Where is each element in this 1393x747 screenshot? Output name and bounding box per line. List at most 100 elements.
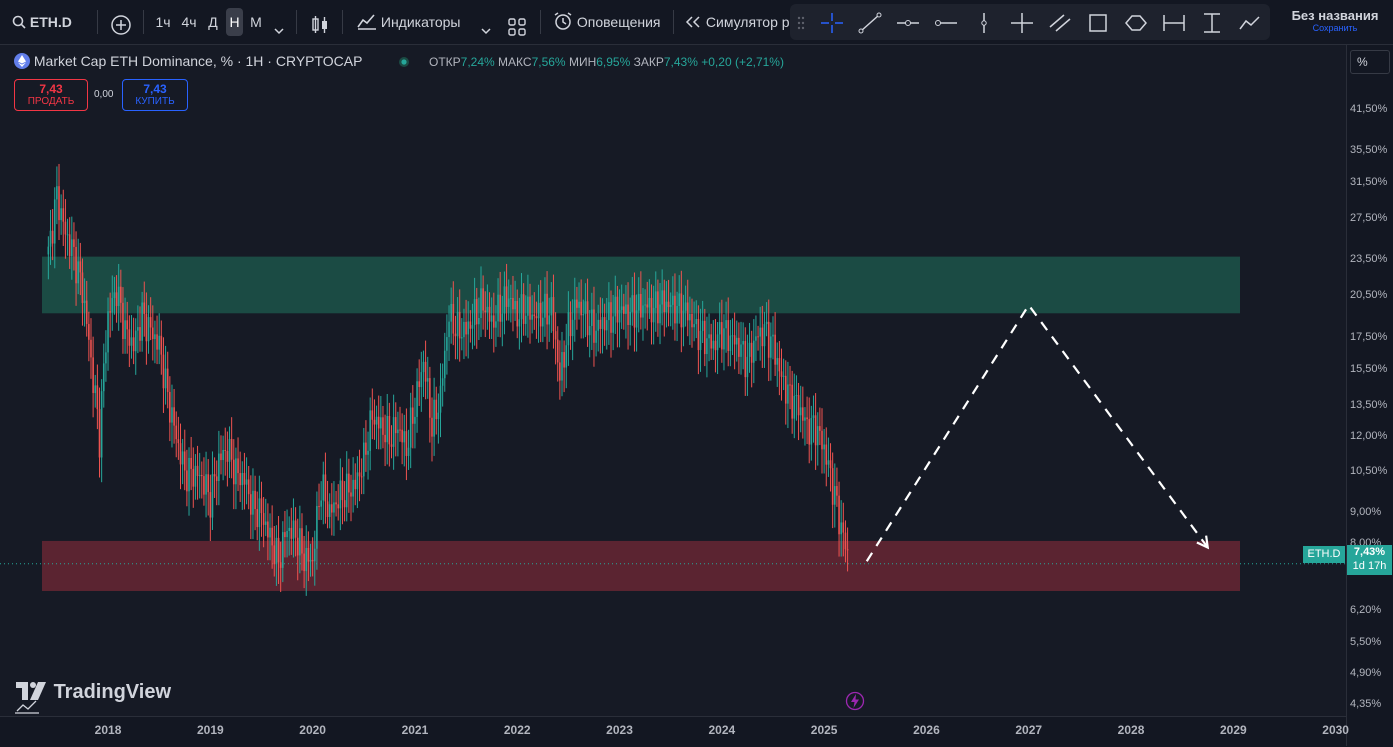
candle-body	[486, 306, 489, 313]
candle-body	[631, 295, 634, 312]
time-axis[interactable]: 2018 2019 2020 2021 2022 2023 2024 2025 2026 2027…	[0, 716, 1349, 747]
candle-body	[64, 221, 67, 235]
support-zone	[42, 540, 1240, 591]
interval-day[interactable]: Д	[208, 14, 218, 30]
candle-body	[740, 344, 742, 357]
candle-body	[695, 318, 698, 325]
interval-month[interactable]: М	[250, 14, 262, 30]
legend-title: Market Cap ETH Dominance, % · 1Н · CRYPT…	[33, 53, 363, 69]
candle-body	[190, 457, 192, 469]
candle-body	[247, 479, 250, 495]
candle-body	[772, 334, 774, 337]
candle-body	[196, 465, 199, 476]
candle-body	[56, 186, 58, 200]
layout-title: Без названия	[1291, 8, 1379, 23]
open-value: 7,24%	[460, 55, 495, 69]
candle-body	[629, 311, 631, 326]
candle-body	[162, 354, 165, 389]
candle-body	[672, 295, 674, 305]
layout-name-button[interactable]: Без названия Сохранить	[1286, 8, 1384, 33]
candle-body	[667, 301, 670, 307]
candle-body	[49, 230, 52, 247]
candle-body	[446, 337, 448, 351]
candle-body	[390, 444, 393, 447]
indicators-button[interactable]: Индикаторы	[357, 8, 460, 36]
candle-body	[648, 297, 651, 308]
candle-body	[203, 476, 205, 495]
alerts-button[interactable]: Оповещения	[553, 8, 661, 36]
candle-body	[73, 239, 75, 247]
candle-body	[488, 306, 491, 322]
candle-body	[418, 381, 420, 388]
candle-body	[239, 473, 241, 486]
chevron-down-icon[interactable]	[273, 17, 285, 45]
candle-body	[337, 504, 340, 509]
rectangle-icon[interactable]	[1086, 12, 1110, 34]
replay-simulator-button[interactable]: Симулятор р	[684, 8, 790, 36]
candle-body	[205, 474, 207, 495]
candles-chart-type-icon[interactable]	[310, 11, 330, 39]
candle-body	[561, 352, 563, 381]
symbol-search-button[interactable]: ETH.D	[12, 8, 72, 36]
candle-body	[79, 261, 82, 273]
candle-body	[284, 532, 286, 538]
chart-pane[interactable]	[0, 45, 1346, 716]
candle-body	[461, 337, 463, 339]
interval-1h[interactable]: 1ч	[155, 14, 171, 30]
candle-body	[591, 309, 593, 327]
chart-settings-icon[interactable]	[14, 697, 40, 715]
interval-4h[interactable]: 4ч	[181, 14, 197, 30]
candle-body	[529, 296, 531, 320]
crosshair-icon[interactable]	[820, 12, 844, 34]
price-unit-toggle[interactable]: %	[1350, 50, 1390, 74]
candle-body	[682, 310, 685, 328]
candle-body	[169, 391, 171, 423]
candle-body	[774, 334, 776, 365]
cross-line-icon[interactable]	[1010, 12, 1034, 34]
candle-body	[98, 409, 101, 458]
compare-add-icon[interactable]	[110, 11, 132, 39]
sell-button[interactable]: 7,43 ПРОДАТЬ	[14, 79, 88, 111]
drag-handle-icon[interactable]	[796, 12, 806, 34]
candle-body	[107, 311, 109, 353]
candle-body	[441, 378, 444, 386]
tradingview-logo[interactable]: TradingView	[16, 681, 171, 704]
ethereum-logo-icon	[14, 53, 30, 69]
horizontal-line-icon[interactable]	[896, 12, 920, 34]
candle-body	[633, 295, 636, 328]
candle-body	[435, 399, 438, 420]
candle-body	[663, 290, 666, 313]
date-range-icon[interactable]	[1162, 12, 1186, 34]
lightning-icon[interactable]	[845, 691, 865, 711]
candle-body	[618, 309, 621, 323]
candle-body	[109, 311, 111, 313]
parallel-channel-icon[interactable]	[1048, 12, 1072, 34]
candle-body	[833, 486, 836, 505]
candle-body	[66, 234, 69, 236]
interval-week[interactable]: Н	[226, 8, 243, 36]
candle-body	[812, 415, 815, 418]
chevron-down-icon[interactable]	[480, 17, 492, 45]
layouts-grid-icon[interactable]	[508, 13, 526, 41]
buy-button[interactable]: 7,43 КУПИТЬ	[122, 79, 188, 111]
vertical-line-icon[interactable]	[972, 12, 996, 34]
price-chart[interactable]	[0, 45, 1346, 716]
trend-line-icon[interactable]	[858, 12, 882, 34]
candle-body	[495, 321, 497, 328]
candle-body	[333, 502, 335, 513]
path-icon[interactable]	[1238, 12, 1262, 34]
buy-price: 7,43	[143, 82, 167, 96]
divider	[342, 10, 343, 34]
candle-body	[831, 468, 834, 505]
candle-body	[96, 385, 99, 410]
candle-body	[147, 317, 150, 342]
candle-body	[767, 321, 770, 358]
price-range-icon[interactable]	[1200, 12, 1224, 34]
price-axis[interactable]	[1346, 45, 1393, 746]
candle-body	[492, 315, 495, 328]
ellipse-icon[interactable]	[1124, 12, 1148, 34]
candle-body	[299, 528, 301, 556]
candle-body	[573, 299, 576, 320]
candle-body	[105, 352, 107, 364]
horizontal-ray-icon[interactable]	[934, 12, 958, 34]
